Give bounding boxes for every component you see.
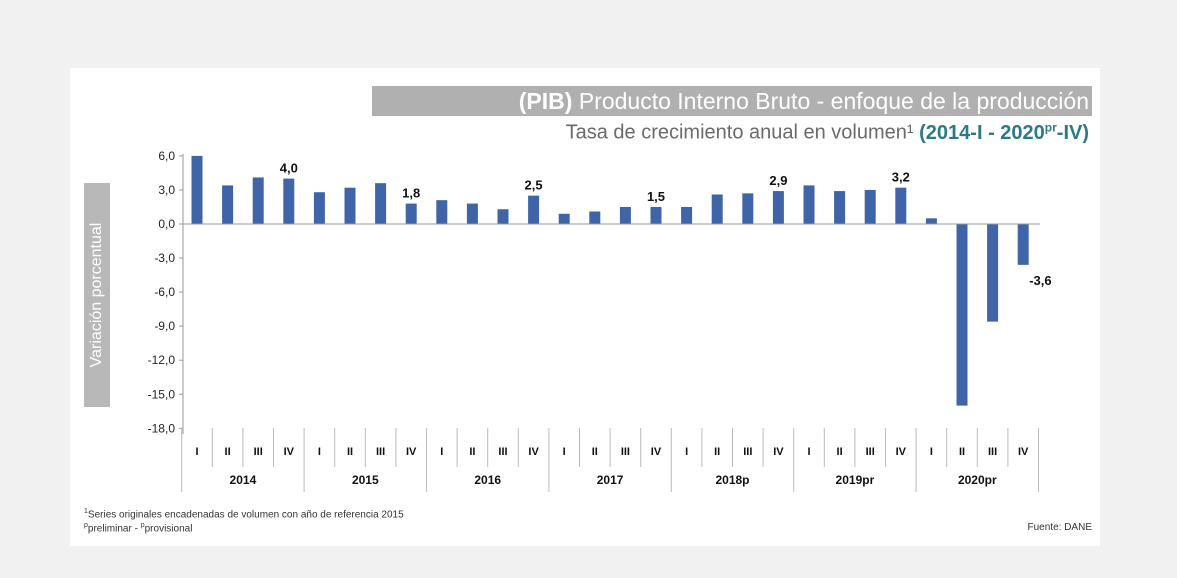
chart-title: (PIB) Producto Interno Bruto - enfoque d… [519,86,1089,116]
title-text: Producto Interno Bruto - enfoque de la p… [572,88,1089,114]
quarter-tick-label: II [959,446,965,458]
quarter-tick-label: I [930,446,933,458]
bar [1017,224,1029,265]
data-label: 2,9 [769,173,787,188]
y-tick-label: -18,0 [148,421,176,435]
bar [619,206,631,224]
data-label: 3,2 [892,170,910,185]
quarter-tick-label: II [347,446,353,458]
y-tick-label: -15,0 [148,387,176,401]
bar [956,224,968,406]
y-tick-label: 3,0 [158,183,175,197]
bar [650,206,662,224]
quarter-tick-label: IV [896,446,907,458]
quarter-tick-label: I [318,446,321,458]
data-label: 1,5 [647,189,665,204]
quarter-tick-label: II [592,446,598,458]
year-tick-label: 2015 [352,473,379,487]
quarter-tick-label: I [685,446,688,458]
bar [313,192,325,224]
y-tick-label: -6,0 [154,285,175,299]
year-tick-label: 2016 [474,473,501,487]
quarter-tick-label: IV [284,446,295,458]
y-tick-label: 6,0 [158,149,175,163]
bar [252,177,264,224]
title-banner [372,86,1092,116]
quarter-tick-label: IV [651,446,662,458]
chart-subtitle: Tasa de crecimiento anual en volumen¹ (2… [566,120,1089,145]
subtitle-range: (2014-I - 2020pr-IV) [919,120,1089,144]
bar [405,203,417,224]
bar [589,211,601,224]
quarter-tick-label: IV [1018,446,1029,458]
quarter-tick-label: I [563,446,566,458]
y-axis-label-box [84,183,110,407]
year-tick-label: 2019pr [836,473,875,487]
year-tick-label: 2018p [715,473,749,487]
bar [436,200,448,224]
quarter-tick-label: II [225,446,231,458]
quarter-tick-label: III [376,446,385,458]
y-tick-label: 0,0 [158,217,175,231]
bar [895,187,907,224]
source-note: Fuente: DANE [1027,522,1092,533]
bar [772,191,784,224]
data-label: -3,6 [1029,273,1051,288]
bar [742,193,754,224]
bar [864,189,876,224]
quarter-tick-label: III [866,446,875,458]
bar [466,203,478,224]
quarter-tick-label: I [807,446,810,458]
footnote-2: ppreliminar - pprovisional [84,522,193,535]
bar [497,209,509,224]
data-label: 2,5 [525,178,543,193]
y-tick-label: -9,0 [154,319,175,333]
data-label: 4,0 [280,161,298,176]
bar [987,224,999,322]
year-tick-label: 2014 [230,473,257,487]
bar [191,155,203,224]
quarter-tick-label: II [714,446,720,458]
bar [528,195,540,224]
quarter-tick-label: IV [406,446,417,458]
title-acronym: (PIB) [518,88,573,114]
quarter-tick-label: III [988,446,997,458]
bar [375,183,387,224]
bar [558,213,570,224]
bar [925,218,937,224]
bar [344,187,356,224]
footnote-1: 1Series originales encadenadas de volume… [84,508,404,521]
quarter-tick-label: III [254,446,263,458]
bar [222,185,234,224]
bar [711,194,723,224]
quarter-tick-label: II [469,446,475,458]
quarter-tick-label: IV [773,446,784,458]
year-tick-label: 2020pr [958,473,997,487]
quarter-tick-label: III [498,446,507,458]
quarter-tick-label: IV [528,446,539,458]
bar [681,206,693,224]
quarter-tick-label: III [743,446,752,458]
y-tick-label: -3,0 [154,251,175,265]
quarter-tick-label: II [837,446,843,458]
quarter-tick-label: III [621,446,630,458]
data-label: 1,8 [402,186,420,201]
bar [283,178,295,224]
subtitle-mark: ¹ [906,121,914,144]
y-tick-label: -12,0 [148,353,176,367]
subtitle-text: Tasa de crecimiento anual en volumen [565,121,907,144]
bar [803,185,815,224]
quarter-tick-label: I [195,446,198,458]
quarter-tick-label: I [440,446,443,458]
bar [834,191,846,224]
chart-card [70,68,1100,546]
year-tick-label: 2017 [597,473,624,487]
